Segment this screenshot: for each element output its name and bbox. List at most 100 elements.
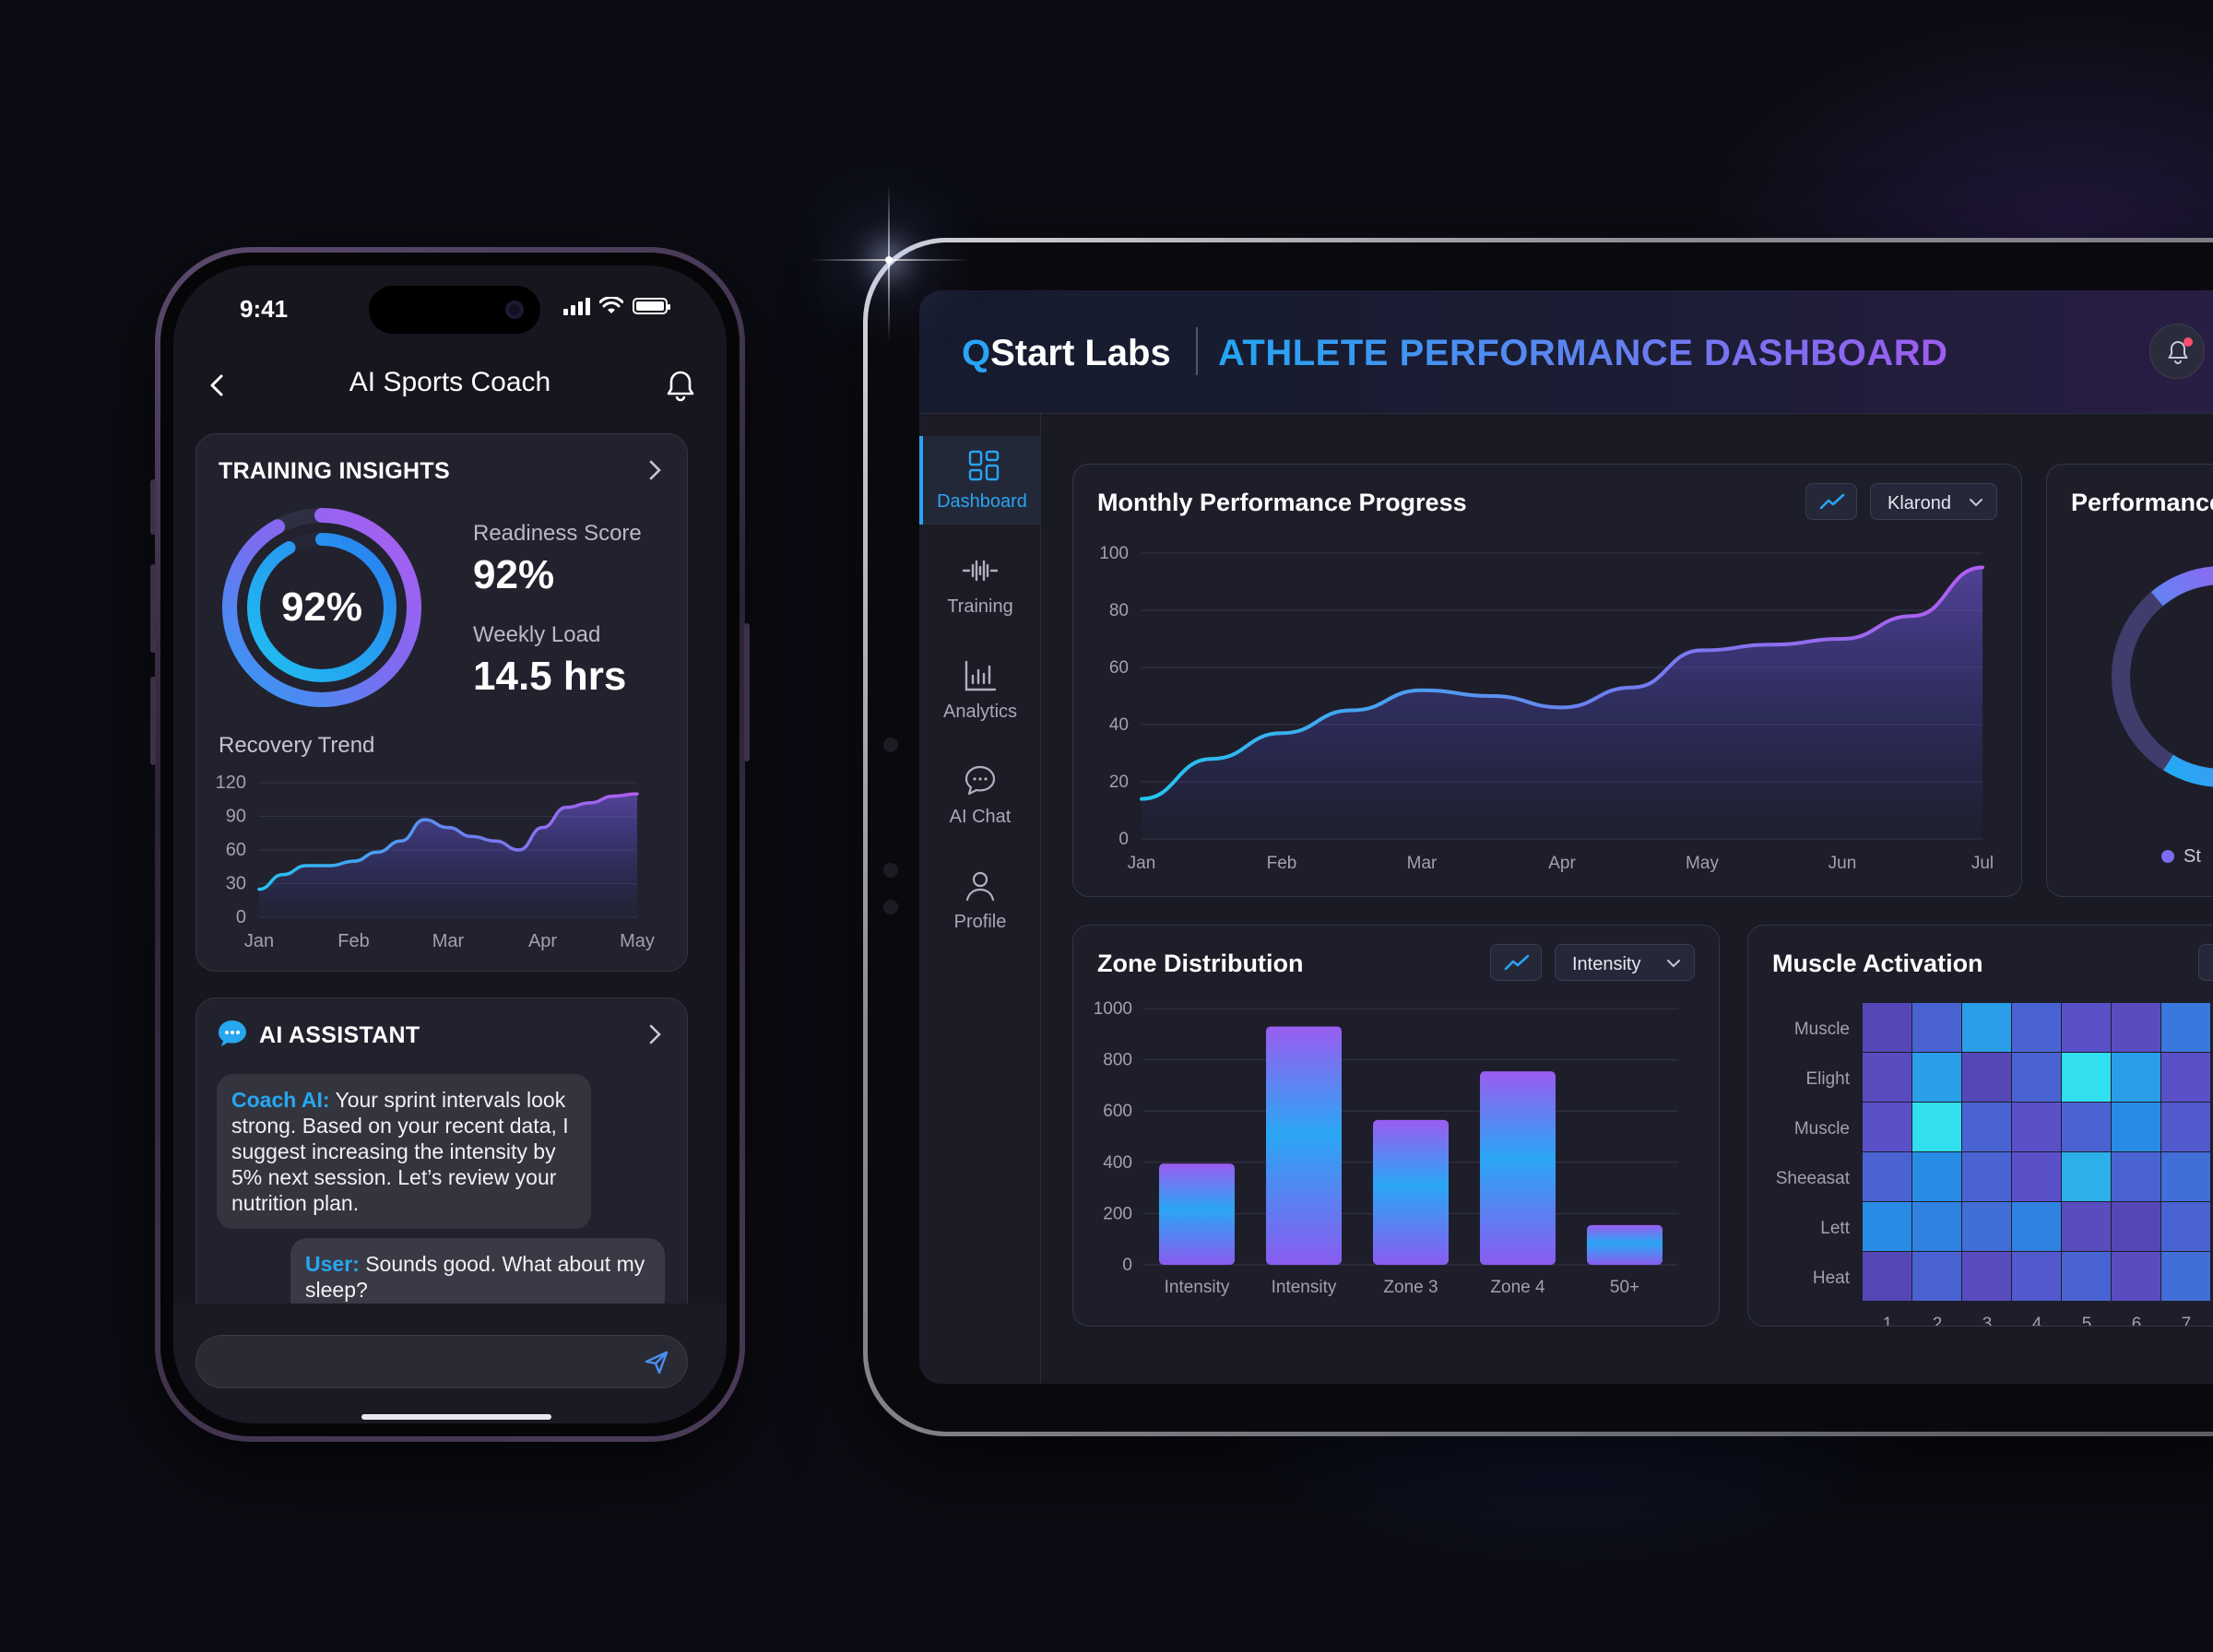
sidebar-item-profile[interactable]: Profile <box>919 856 1041 945</box>
phone-volume-down <box>150 677 156 765</box>
heatmap-cell <box>2161 1003 2210 1052</box>
heatmap-col-label: 6 <box>2132 1315 2142 1327</box>
chart-type-button[interactable] <box>1490 944 1542 981</box>
heatmap-cell <box>2062 1003 2111 1052</box>
monthly-dropdown[interactable]: Klarond <box>1870 483 1997 520</box>
chat-bubble-icon <box>964 765 996 796</box>
heatmap-col-label: 3 <box>1982 1315 1993 1327</box>
back-icon[interactable] <box>201 369 234 402</box>
battery-icon <box>633 298 670 314</box>
legend-dot <box>2161 850 2174 863</box>
x-tick-label: Zone 4 <box>1490 1278 1545 1297</box>
user-message-bubble: User: Sounds good. What about my sleep? <box>290 1238 665 1316</box>
heatmap-row-label: Lett <box>1820 1219 1850 1238</box>
tablet-device: QStart Labs ATHLETE PERFORMANCE DASHBOAR… <box>863 238 2213 1436</box>
message-input[interactable] <box>195 1335 688 1388</box>
tablet-screen: QStart Labs ATHLETE PERFORMANCE DASHBOAR… <box>919 290 2213 1384</box>
sidebar-label: AI Chat <box>949 807 1012 827</box>
chart-type-button[interactable] <box>1805 483 1857 520</box>
ai-assistant-title: AI ASSISTANT <box>259 1022 420 1048</box>
y-tick-label: 90 <box>226 807 246 827</box>
sidebar-label: Profile <box>953 912 1007 932</box>
y-tick-label: 120 <box>216 773 246 793</box>
phone-volume-up <box>150 564 156 653</box>
y-tick-label: 600 <box>1103 1102 1132 1121</box>
heatmap-cell <box>1912 1053 1961 1102</box>
recovery-trend-label: Recovery Trend <box>219 733 375 758</box>
heatmap-cell <box>2012 1252 2061 1301</box>
heatmap-cell <box>1863 1103 1911 1151</box>
performance-panel: Performance St <box>2046 464 2213 897</box>
heatmap-cell <box>2112 1152 2160 1201</box>
heatmap-cell <box>1912 1003 1961 1052</box>
sidebar-item-analytics[interactable]: Analytics <box>919 646 1041 735</box>
x-tick-label: Zone 3 <box>1383 1278 1438 1297</box>
phone-screen: 9:41 AI Sports Coach TRAINING INSIGHTS <box>173 266 727 1423</box>
x-tick-label: Mar <box>432 931 465 951</box>
sidebar-item-training[interactable]: Training <box>919 541 1041 630</box>
performance-legend: St <box>2161 846 2201 867</box>
sidebar-item-dashboard[interactable]: Dashboard <box>919 436 1041 525</box>
sidebar-item-ai-chat[interactable]: AI Chat <box>919 751 1041 840</box>
bell-icon[interactable] <box>662 367 699 404</box>
dropdown-value: Intensity <box>1572 954 1641 974</box>
heatmap-cell <box>2161 1202 2210 1251</box>
phone-power-button <box>744 623 750 761</box>
tablet-camera <box>883 738 898 752</box>
x-tick-label: Intensity <box>1165 1278 1230 1297</box>
chevron-right-icon[interactable] <box>643 1022 667 1046</box>
bar <box>1159 1163 1235 1265</box>
heatmap-row-label: Muscle <box>1794 1020 1850 1039</box>
heatmap-cell <box>2112 1003 2160 1052</box>
x-tick-label: May <box>620 931 655 951</box>
y-tick-label: 40 <box>1109 715 1129 735</box>
coach-message-bubble: Coach AI: Your sprint intervals look str… <box>217 1074 591 1229</box>
user-message-text: Sounds good. What about my sleep? <box>305 1252 645 1302</box>
user-speaker: User: <box>305 1252 360 1276</box>
heatmap-cell <box>1863 1003 1911 1052</box>
grid-icon <box>968 450 1000 481</box>
heatmap-cell <box>2012 1152 2061 1201</box>
home-indicator[interactable] <box>361 1414 551 1420</box>
series-line <box>1140 565 1984 801</box>
notification-button[interactable] <box>2149 324 2205 379</box>
sidebar-label: Analytics <box>942 702 1018 722</box>
dashboard-header: QStart Labs ATHLETE PERFORMANCE DASHBOAR… <box>919 290 2213 414</box>
heatmap-col-label: 7 <box>2182 1315 2192 1327</box>
send-icon[interactable] <box>643 1349 670 1376</box>
x-tick-label: 50+ <box>1610 1278 1639 1297</box>
chevron-right-icon[interactable] <box>643 458 667 482</box>
training-insights-title: TRAINING INSIGHTS <box>219 458 450 484</box>
y-tick-label: 200 <box>1103 1204 1132 1223</box>
y-tick-label: 30 <box>226 874 246 894</box>
heatmap-col-label: 1 <box>1883 1315 1893 1327</box>
heatmap-col-label: 5 <box>2082 1315 2092 1327</box>
heatmap-row-label: Heat <box>1813 1268 1851 1288</box>
ring-outer-arc <box>222 508 421 707</box>
heatmap-cell <box>2062 1252 2111 1301</box>
ring-segment <box>2112 566 2213 787</box>
chart-type-button[interactable] <box>2198 944 2213 981</box>
brand-logo: QStart Labs <box>962 333 1171 373</box>
dynamic-island <box>369 286 540 334</box>
notification-dot <box>2183 337 2193 347</box>
area-fill <box>259 794 637 917</box>
y-tick-label: 0 <box>236 907 246 927</box>
training-insights-card[interactable]: TRAINING INSIGHTS <box>195 433 688 972</box>
dashboard-title: ATHLETE PERFORMANCE DASHBOARD <box>1218 333 1948 373</box>
performance-title: Performance <box>2071 489 2213 516</box>
nav-bar: AI Sports Coach <box>173 358 727 413</box>
heatmap-cell <box>1912 1202 1961 1251</box>
y-tick-label: 60 <box>226 840 246 860</box>
zone-dropdown[interactable]: Intensity <box>1555 944 1695 981</box>
x-tick-label: Jun <box>1828 854 1857 873</box>
heatmap-cell <box>1863 1053 1911 1102</box>
heatmap-row-label: Elight <box>1805 1069 1850 1089</box>
y-tick-label: 20 <box>1109 773 1129 792</box>
heatmap-cell <box>1863 1202 1911 1251</box>
heatmap-cell <box>2062 1202 2111 1251</box>
heatmap-cell <box>2062 1103 2111 1151</box>
chevron-down-icon <box>1667 960 1680 968</box>
coach-message-text: Your sprint intervals look strong. Based… <box>231 1088 569 1215</box>
y-tick-label: 100 <box>1099 544 1129 563</box>
